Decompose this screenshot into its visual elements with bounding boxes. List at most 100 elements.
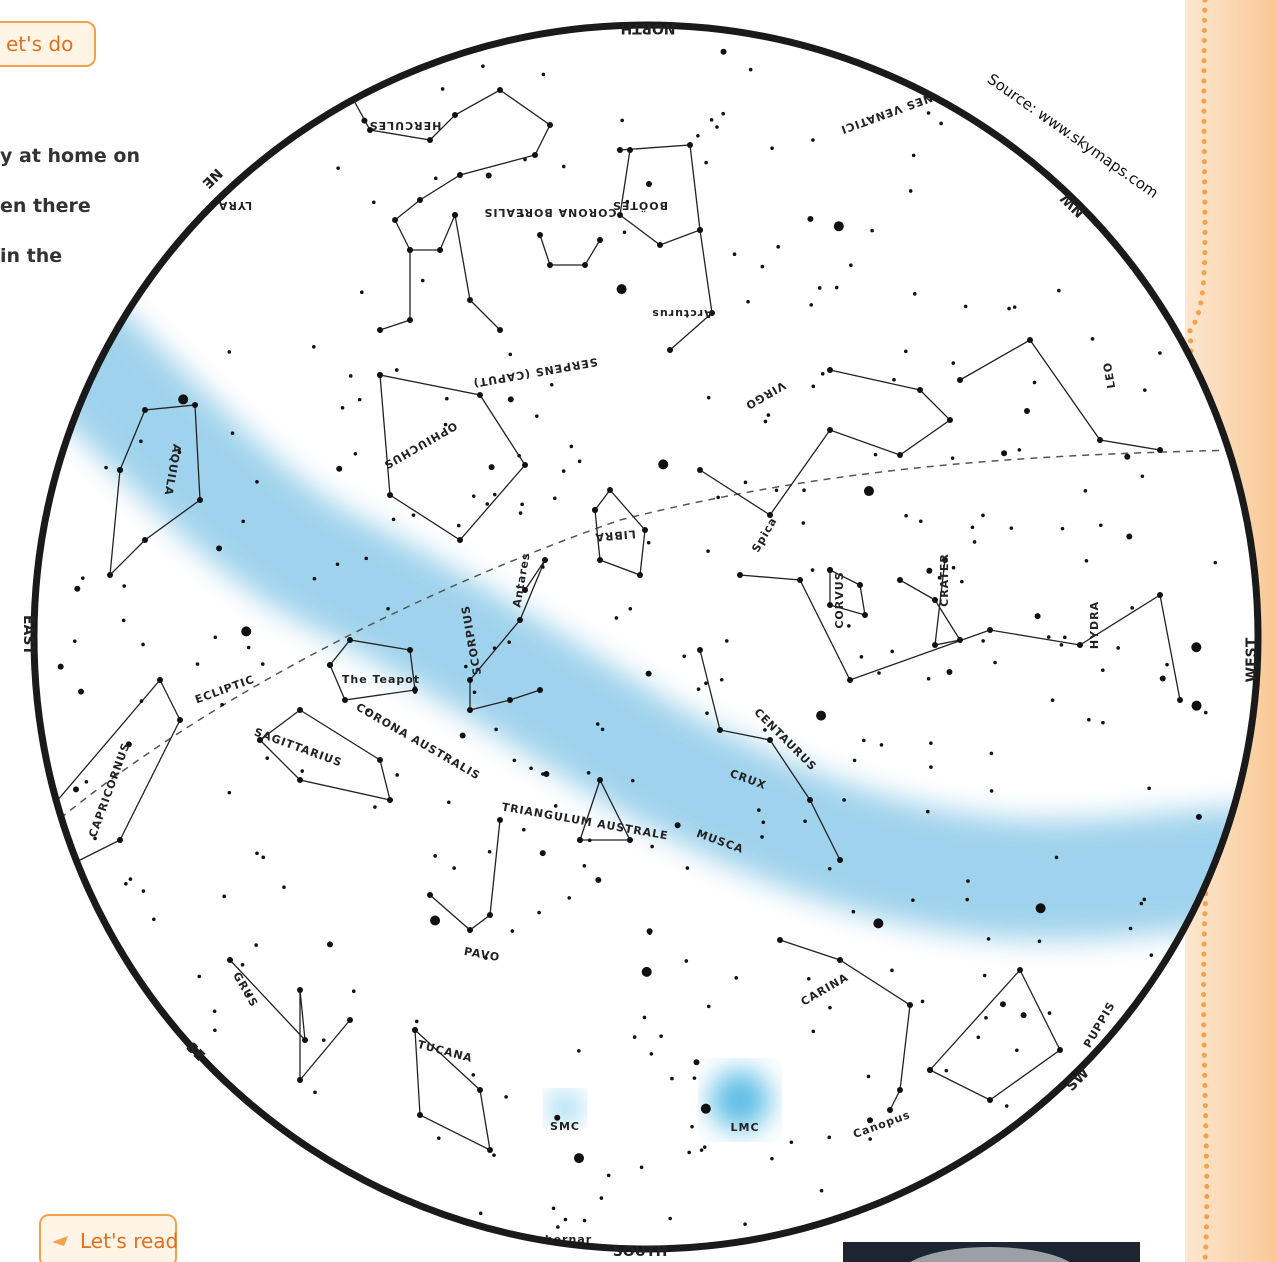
star [93,836,97,841]
star [857,582,863,588]
star [606,1173,611,1178]
star [870,228,874,233]
star [989,789,994,793]
star [697,467,703,473]
star [674,822,681,829]
star [497,327,503,333]
star [847,624,851,628]
star [649,1052,654,1056]
constellation-line [594,488,646,576]
star [481,64,485,68]
star [452,112,458,118]
star [549,382,554,387]
star [464,664,468,669]
star [117,837,123,843]
star [141,889,146,893]
star [646,928,653,935]
moon [910,1247,1070,1262]
star [553,804,558,808]
star [650,844,654,849]
star [488,464,495,471]
star [960,579,964,584]
star [365,708,370,713]
star [774,488,779,493]
star [139,439,143,444]
star [682,654,687,659]
star [1047,1011,1052,1015]
star [926,676,931,681]
star [216,545,223,552]
map-label: PAVO [463,945,501,964]
star [467,297,473,303]
star [587,838,592,843]
star [639,1165,644,1170]
tab-label: et's do [6,32,73,56]
star [195,662,200,666]
star [834,285,839,290]
star [561,164,566,169]
star [700,1103,711,1114]
stars [37,48,1218,1229]
star [719,677,724,682]
star [687,142,693,148]
star [582,1218,587,1223]
star [504,1095,508,1099]
star [1084,558,1089,563]
star [763,728,767,732]
milky-way [34,253,1258,941]
lmc-cloud [710,1070,770,1130]
star [642,1015,647,1020]
star [1177,697,1183,703]
star [789,1140,794,1145]
star [1015,1048,1019,1053]
star [696,133,700,138]
star [809,303,814,307]
star [859,655,864,659]
map-label: CORONA BOREALIS [483,206,616,219]
star [827,866,832,871]
intro-line: y at home on [0,145,140,167]
constellation-line [619,144,701,246]
star [227,957,233,963]
star [437,247,443,253]
star [517,617,523,623]
star [1034,613,1041,620]
star [326,941,333,948]
star [254,943,258,947]
star [668,1216,672,1221]
intro-line: in the [0,245,62,267]
star [467,677,473,683]
star [510,929,515,933]
star [414,1019,419,1024]
star [265,756,270,760]
star [842,798,846,802]
star [420,278,425,283]
star [335,562,340,567]
star [1054,855,1059,860]
star [890,649,895,654]
star [1142,897,1147,902]
star [918,519,923,524]
star [939,121,943,126]
star [157,677,163,683]
ecliptic-line [39,449,1241,836]
star [704,681,708,685]
star [535,414,539,418]
star [569,444,574,449]
star [641,966,652,977]
star [84,779,89,784]
star [121,618,126,623]
star [620,118,624,123]
star [412,1027,418,1033]
star [122,584,126,588]
constellation-line [429,819,501,931]
star [411,513,416,517]
star [645,180,652,187]
star [494,727,498,732]
star [139,699,144,703]
star [417,1112,423,1118]
star [456,523,461,528]
star [1101,668,1105,672]
star [776,245,780,249]
